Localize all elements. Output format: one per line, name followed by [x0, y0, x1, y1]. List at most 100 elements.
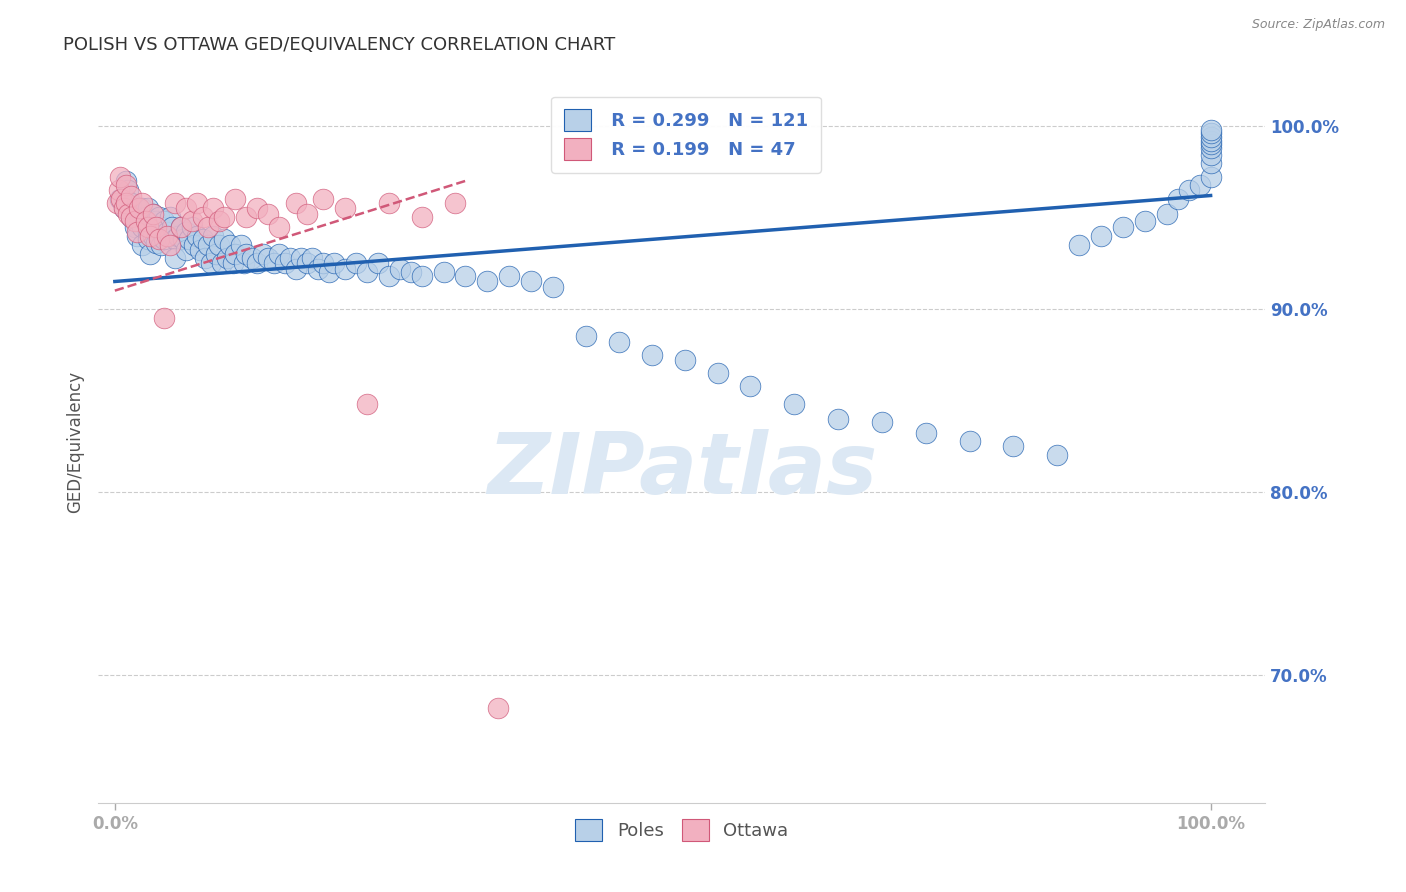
- Point: [139, 219, 162, 234]
- Point: [136, 219, 159, 234]
- Point: [114, 178, 136, 192]
- Point: [432, 265, 454, 279]
- Point: [273, 256, 295, 270]
- Point: [1090, 228, 1112, 243]
- Text: ZIPatlas: ZIPatlas: [486, 429, 877, 512]
- Point: [914, 426, 936, 441]
- Point: [148, 211, 170, 225]
- Point: [145, 214, 167, 228]
- Point: [498, 268, 520, 283]
- Point: [1167, 192, 1189, 206]
- Point: [125, 225, 148, 239]
- Point: [356, 265, 378, 279]
- Point: [1046, 448, 1069, 462]
- Point: [575, 329, 598, 343]
- Point: [160, 219, 183, 234]
- Point: [110, 192, 132, 206]
- Point: [169, 219, 191, 234]
- Point: [197, 238, 219, 252]
- Point: [128, 214, 150, 228]
- Point: [153, 232, 176, 246]
- Point: [188, 244, 211, 258]
- Point: [284, 195, 307, 210]
- Point: [128, 202, 150, 216]
- Point: [214, 232, 236, 246]
- Point: [378, 195, 401, 210]
- Point: [783, 397, 806, 411]
- Point: [224, 192, 246, 206]
- Point: [356, 397, 378, 411]
- Point: [295, 207, 318, 221]
- Point: [252, 247, 274, 261]
- Point: [180, 214, 202, 228]
- Legend: Poles, Ottawa: Poles, Ottawa: [568, 812, 796, 848]
- Point: [224, 247, 246, 261]
- Point: [269, 247, 291, 261]
- Point: [149, 219, 172, 234]
- Point: [120, 188, 142, 202]
- Point: [153, 311, 176, 326]
- Point: [333, 202, 356, 216]
- Point: [1199, 170, 1222, 185]
- Point: [139, 247, 162, 261]
- Point: [153, 214, 176, 228]
- Point: [1002, 439, 1025, 453]
- Point: [179, 232, 201, 246]
- Point: [295, 256, 318, 270]
- Point: [174, 202, 197, 216]
- Point: [1199, 134, 1222, 148]
- Point: [159, 238, 181, 252]
- Point: [149, 238, 172, 252]
- Point: [148, 228, 170, 243]
- Point: [673, 353, 696, 368]
- Point: [1156, 207, 1178, 221]
- Point: [165, 195, 187, 210]
- Point: [318, 265, 340, 279]
- Point: [148, 232, 170, 246]
- Point: [290, 251, 312, 265]
- Point: [186, 195, 208, 210]
- Point: [172, 232, 194, 246]
- Point: [443, 195, 465, 210]
- Point: [706, 366, 728, 380]
- Point: [1199, 148, 1222, 162]
- Point: [125, 228, 148, 243]
- Point: [191, 211, 214, 225]
- Point: [145, 219, 167, 234]
- Point: [312, 256, 335, 270]
- Point: [959, 434, 981, 448]
- Point: [641, 348, 664, 362]
- Point: [1199, 126, 1222, 140]
- Point: [114, 174, 136, 188]
- Point: [136, 202, 159, 216]
- Point: [740, 378, 762, 392]
- Point: [183, 238, 205, 252]
- Point: [235, 247, 257, 261]
- Point: [1177, 183, 1199, 197]
- Point: [142, 207, 165, 221]
- Point: [1199, 130, 1222, 145]
- Point: [108, 183, 131, 197]
- Point: [278, 251, 301, 265]
- Point: [208, 214, 231, 228]
- Point: [312, 192, 335, 206]
- Point: [367, 256, 389, 270]
- Point: [167, 228, 190, 243]
- Point: [1199, 122, 1222, 136]
- Point: [114, 195, 136, 210]
- Point: [269, 219, 291, 234]
- Point: [124, 219, 146, 234]
- Point: [1112, 219, 1135, 234]
- Point: [112, 202, 135, 216]
- Point: [378, 268, 401, 283]
- Point: [131, 195, 153, 210]
- Point: [159, 228, 181, 243]
- Point: [1199, 141, 1222, 155]
- Point: [229, 238, 252, 252]
- Point: [194, 251, 217, 265]
- Point: [607, 334, 630, 349]
- Point: [477, 275, 499, 289]
- Point: [301, 251, 323, 265]
- Point: [214, 211, 236, 225]
- Point: [246, 256, 269, 270]
